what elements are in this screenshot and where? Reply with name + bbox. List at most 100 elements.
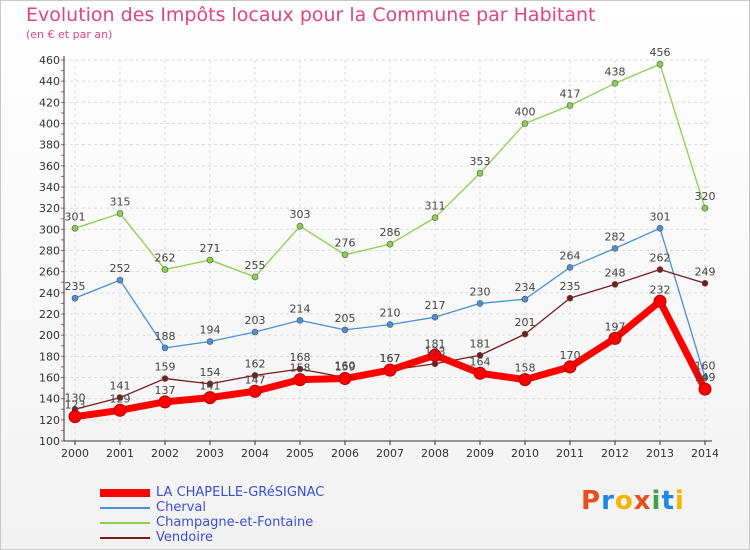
- x-tick-label: 2010: [511, 447, 539, 460]
- data-label: 235: [560, 280, 581, 293]
- data-label: 456: [650, 46, 671, 59]
- data-label: 235: [65, 280, 86, 293]
- logo-letter: x: [633, 486, 652, 516]
- line-chart: 100 120 140 160 180 200 220 240 260 280 300 320 340 3…: [39, 46, 719, 460]
- logo-letter: t: [661, 486, 675, 516]
- data-point: [341, 326, 349, 334]
- x-tick-label: 2001: [106, 447, 134, 460]
- data-point: [473, 366, 487, 380]
- y-tick-label: 240: [39, 287, 60, 300]
- data-point: [476, 300, 484, 307]
- data-point: [521, 330, 529, 338]
- data-label: 154: [200, 366, 221, 379]
- data-point: [251, 328, 259, 336]
- data-label: 160: [335, 360, 356, 373]
- logo-letter: i: [674, 486, 685, 516]
- y-tick-label: 280: [39, 245, 60, 258]
- y-tick-label: 440: [39, 75, 60, 88]
- data-label: 262: [155, 252, 176, 265]
- data-label: 123: [65, 399, 86, 412]
- x-tick-label: 2003: [196, 447, 224, 460]
- chart-title: Evolution des Impôts locaux pour la Comm…: [26, 4, 596, 26]
- data-label: 214: [290, 302, 311, 315]
- data-point: [656, 266, 664, 273]
- data-point: [248, 384, 262, 398]
- logo-letter: o: [614, 486, 634, 516]
- data-point: [296, 317, 304, 324]
- data-label: 188: [155, 330, 176, 343]
- x-tick-label: 2000: [61, 447, 89, 460]
- data-label: 158: [515, 362, 536, 375]
- data-label: 147: [245, 373, 266, 386]
- data-point: [563, 360, 577, 374]
- data-label: 264: [560, 249, 581, 262]
- data-point: [566, 102, 574, 109]
- data-point: [476, 351, 484, 359]
- data-label: 170: [560, 349, 581, 362]
- data-point: [383, 363, 397, 377]
- data-point: [206, 338, 214, 345]
- data-label: 303: [290, 208, 311, 221]
- data-point: [698, 382, 712, 396]
- data-label: 137: [155, 384, 176, 397]
- logo-letter: r: [601, 486, 615, 516]
- data-point: [566, 264, 574, 271]
- data-label: 248: [605, 266, 626, 279]
- data-point: [608, 331, 622, 345]
- proxiti-logo: Proxiti: [581, 486, 685, 516]
- data-label: 167: [380, 352, 401, 365]
- data-label: 173: [425, 346, 446, 359]
- data-label: 168: [290, 351, 311, 364]
- data-label: 217: [425, 299, 446, 312]
- data-point: [521, 120, 529, 127]
- data-point: [338, 372, 352, 386]
- logo-letter: P: [581, 486, 602, 516]
- data-label: 149: [695, 371, 716, 384]
- data-point: [521, 295, 529, 303]
- x-tick-label: 2005: [286, 447, 314, 460]
- x-tick-label: 2013: [646, 447, 674, 460]
- data-label: 400: [515, 106, 536, 119]
- data-point: [296, 365, 304, 373]
- data-label: 129: [110, 392, 131, 405]
- data-point: [341, 251, 349, 259]
- x-tick-label: 2014: [691, 447, 719, 460]
- data-point: [68, 410, 82, 424]
- data-label: 282: [605, 230, 626, 243]
- data-point: [386, 240, 394, 248]
- data-point: [71, 224, 79, 232]
- data-point: [611, 79, 619, 87]
- data-point: [656, 224, 664, 232]
- legend-label: Vendoire: [156, 530, 213, 545]
- legend-swatch: [100, 507, 150, 509]
- data-label: 167: [380, 352, 401, 365]
- y-tick-label: 300: [39, 223, 60, 236]
- data-label: 210: [380, 307, 401, 320]
- data-point: [656, 60, 664, 68]
- data-point: [116, 210, 124, 217]
- data-point: [431, 214, 439, 221]
- data-point: [161, 266, 169, 273]
- data-point: [161, 344, 169, 352]
- data-label: 271: [200, 242, 221, 255]
- data-label: 205: [335, 312, 356, 325]
- legend-swatch: [100, 537, 150, 539]
- data-label: 159: [155, 361, 176, 374]
- data-label: 353: [470, 155, 491, 168]
- y-tick-label: 420: [39, 96, 60, 109]
- data-label: 301: [65, 210, 86, 223]
- data-label: 181: [425, 337, 446, 350]
- data-point: [611, 245, 619, 252]
- x-tick-label: 2012: [601, 447, 629, 460]
- data-point: [116, 394, 124, 401]
- data-point: [113, 403, 127, 417]
- data-label: 286: [380, 226, 401, 239]
- data-point: [518, 373, 532, 387]
- y-tick-label: 260: [39, 266, 60, 279]
- x-tick-label: 2008: [421, 447, 449, 460]
- data-point: [653, 294, 667, 308]
- y-tick-label: 120: [39, 414, 60, 427]
- chart-subtitle: (en € et par an): [26, 28, 113, 41]
- data-point: [161, 375, 169, 382]
- data-point: [296, 222, 304, 230]
